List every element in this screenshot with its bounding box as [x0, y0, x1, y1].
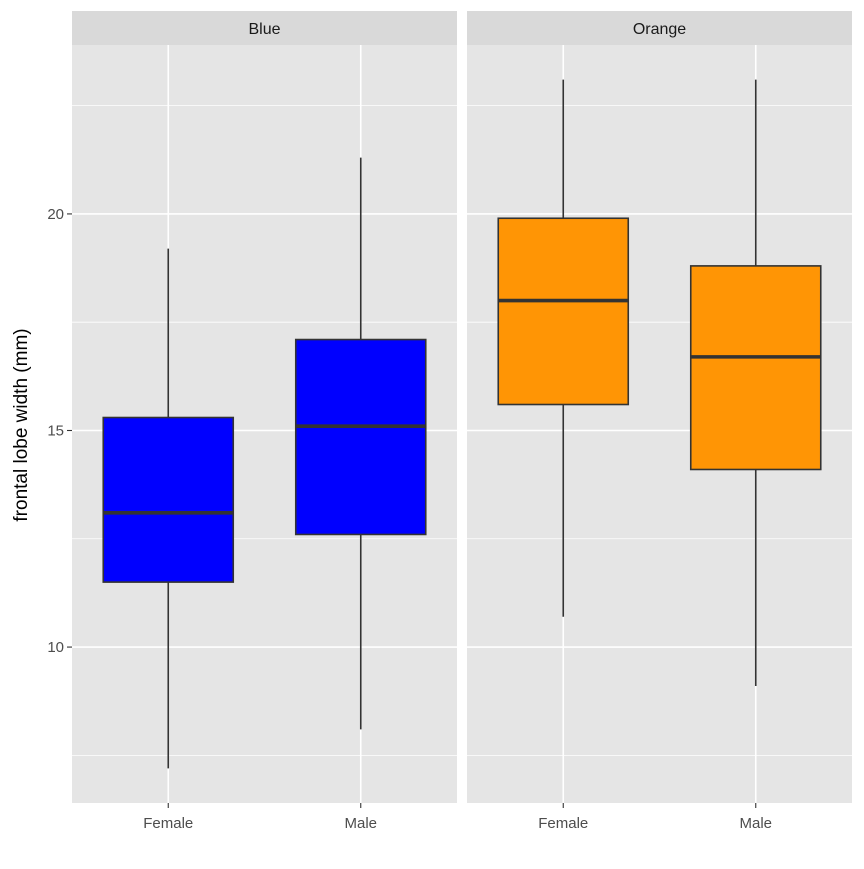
y-axis-title: frontal lobe width (mm) [11, 328, 32, 521]
facet-strip-blue [72, 11, 457, 45]
facet-label-orange: Orange [633, 21, 686, 38]
facet-label-blue: Blue [248, 21, 280, 38]
box-orange-female [497, 217, 630, 406]
facet-strip-orange [467, 11, 852, 45]
y-tick-label-20: 20 [47, 206, 64, 223]
box-blue-female [102, 416, 235, 583]
box-blue-male [294, 338, 427, 536]
x-tick-label-blue-male: Male [344, 815, 377, 832]
box-orange-male [689, 265, 822, 471]
x-tick-label-blue-female: Female [143, 815, 193, 832]
x-tick-label-orange-female: Female [538, 815, 588, 832]
y-tick-label-15: 15 [47, 422, 64, 439]
x-tick-label-orange-male: Male [739, 815, 772, 832]
y-tick-label-10: 10 [47, 639, 64, 656]
